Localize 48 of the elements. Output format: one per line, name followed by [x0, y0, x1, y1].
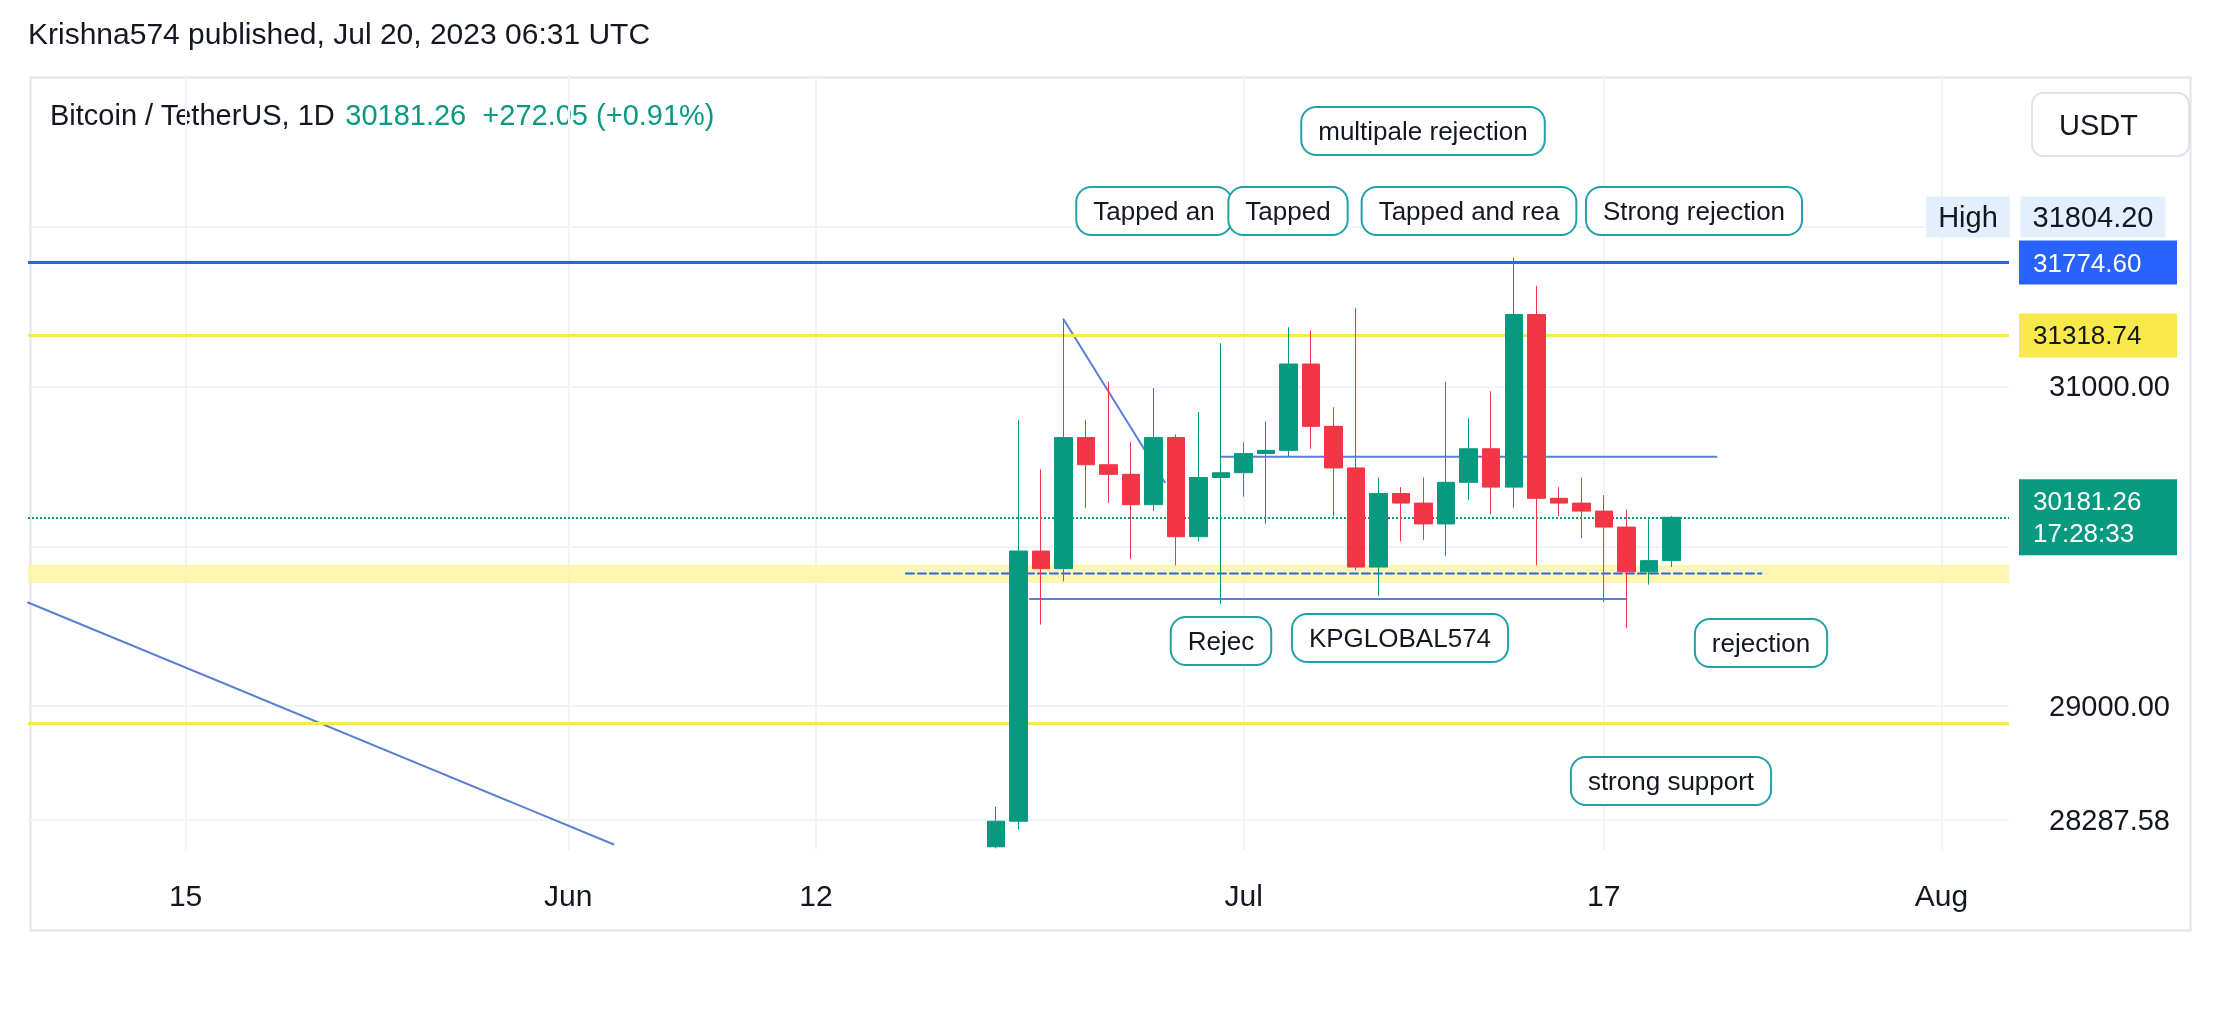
candlestick — [1077, 419, 1095, 509]
candlestick — [1617, 509, 1636, 629]
ref-line-label: 30181.26 17:28:33 — [2033, 486, 2149, 549]
annotation: strong support — [1587, 766, 1755, 796]
annotation: Strong rejection — [1602, 196, 1786, 226]
x-tick-label: 12 — [799, 878, 833, 912]
x-tick-label: Aug — [1914, 878, 1969, 912]
candlestick — [1414, 477, 1433, 541]
x-tick-label: 17 — [1587, 878, 1621, 912]
candlestick — [1572, 477, 1591, 539]
text: Bitcoin / TetherUS, 1D — [50, 98, 335, 131]
text: Krishna574 published, Jul 20, 2023 06:31 UTC — [28, 16, 651, 50]
y-tick-label: 31000.00 — [2049, 370, 2170, 403]
annotation: multipale rejection — [1318, 116, 1528, 146]
candlestick — [1550, 486, 1568, 517]
x-tick-label: 15 — [168, 878, 203, 912]
x-tick-label: Jul — [1224, 878, 1263, 912]
x-tick-label: Jun — [544, 878, 593, 912]
candlestick — [1234, 441, 1253, 498]
candlestick — [1347, 307, 1365, 571]
y-tick-label: 29000.00 — [2049, 690, 2170, 723]
candlestick — [1122, 441, 1140, 560]
annotation: Tapped — [1245, 196, 1331, 226]
annotation: Tapped and rea — [1378, 196, 1560, 226]
candlestick — [1324, 406, 1343, 517]
text: 31804.20 — [2032, 201, 2154, 233]
candlestick — [1482, 390, 1500, 515]
candlestick — [1392, 486, 1410, 542]
candlestick — [1527, 285, 1546, 566]
candlestick — [1302, 329, 1320, 450]
candlestick — [1099, 381, 1118, 504]
candlestick — [987, 806, 1005, 849]
annotation: rejection — [1711, 628, 1811, 658]
y-tick-label: 28287.58 — [2049, 804, 2170, 837]
ref-line-label: 31774.60 — [2033, 247, 2142, 278]
annotation: Tapped an — [1093, 196, 1215, 226]
annotation: High — [1938, 201, 1998, 233]
candlestick — [1595, 494, 1613, 603]
candlestick — [1505, 257, 1523, 509]
y-axis-title: USDT — [2059, 108, 2139, 141]
candlestick — [1459, 417, 1478, 501]
candlestick — [1279, 326, 1298, 458]
candlestick — [1167, 433, 1185, 566]
candlestick — [1032, 469, 1050, 626]
annotation: KPGLOBAL574 — [1308, 623, 1492, 653]
annotation: Rejec — [1187, 626, 1255, 656]
ref-line-label: 31318.74 — [2033, 320, 2142, 351]
candlestick — [1144, 387, 1163, 512]
